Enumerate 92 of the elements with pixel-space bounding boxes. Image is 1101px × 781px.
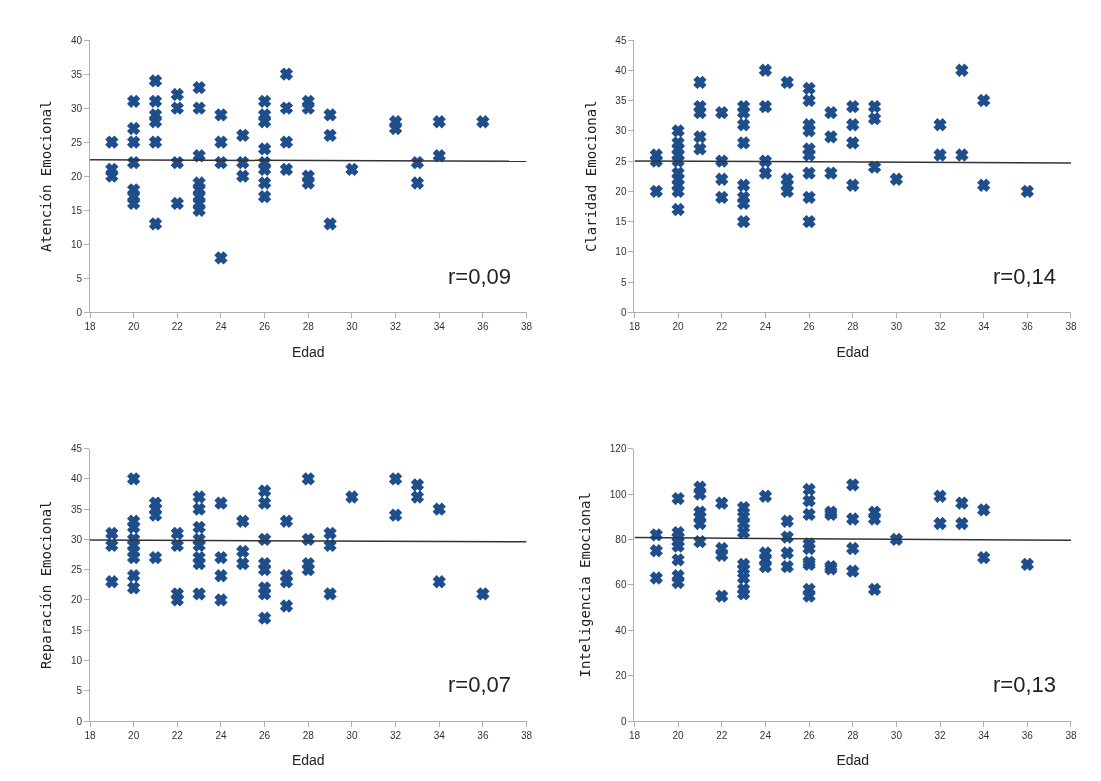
- x-tick-label: 36: [1021, 730, 1034, 741]
- x-tick-label: 24: [759, 730, 772, 741]
- x-tick-label: 32: [390, 321, 402, 333]
- y-tick-label: 35: [70, 68, 83, 80]
- annotation: r=0,13: [993, 672, 1056, 697]
- x-tick-label: 28: [847, 321, 859, 333]
- x-tick-label: 20: [672, 321, 685, 333]
- x-tick-label: 26: [803, 730, 816, 741]
- y-tick-label: 120: [609, 443, 627, 455]
- x-tick-label: 30: [346, 321, 358, 333]
- x-tick-label: 24: [215, 321, 227, 333]
- x-tick-label: 38: [520, 730, 533, 741]
- x-tick-label: 18: [84, 321, 96, 333]
- x-tick-label: 34: [978, 321, 990, 333]
- y-tick-label: 15: [70, 204, 83, 216]
- y-tick-label: 10: [70, 654, 83, 666]
- x-tick-label: 28: [302, 321, 315, 333]
- x-tick-label: 38: [1065, 730, 1077, 741]
- y-tick-label: 0: [620, 715, 627, 727]
- y-tick-label: 40: [70, 34, 83, 46]
- y-tick-label: 15: [615, 216, 627, 228]
- x-tick-label: 30: [890, 730, 903, 741]
- y-tick-label: 30: [615, 125, 627, 137]
- x-tick-label: 34: [433, 321, 446, 333]
- y-tick-label: 40: [615, 624, 627, 636]
- y-tick-label: 25: [70, 564, 83, 576]
- y-tick-label: 35: [615, 95, 627, 107]
- y-tick-label: 0: [76, 306, 83, 318]
- annotation: r=0,14: [993, 264, 1056, 289]
- y-tick-label: 25: [70, 136, 83, 148]
- x-tick-label: 22: [716, 730, 728, 741]
- x-tick-label: 28: [847, 730, 859, 741]
- x-tick-label: 22: [171, 730, 184, 741]
- x-tick-label: 22: [171, 321, 184, 333]
- annotation: r=0,09: [448, 264, 511, 289]
- x-tick-label: 26: [803, 321, 816, 333]
- y-tick-label: 45: [615, 34, 627, 46]
- y-tick-label: 5: [76, 272, 83, 284]
- y-tick-label: 80: [615, 533, 627, 545]
- x-tick-label: 20: [128, 730, 140, 741]
- x-tick-label: 38: [520, 321, 533, 333]
- y-tick-label: 35: [70, 503, 83, 515]
- x-tick-label: 30: [346, 730, 358, 741]
- x-tick-label: 18: [84, 730, 96, 741]
- y-tick-label: 60: [615, 579, 627, 591]
- x-tick-label: 28: [302, 730, 315, 741]
- y-axis-title: Reparación Emocional: [38, 500, 55, 670]
- y-tick-label: 20: [70, 594, 83, 606]
- x-tick-label: 26: [259, 730, 271, 741]
- x-tick-label: 18: [628, 321, 641, 333]
- y-tick-label: 25: [615, 155, 627, 167]
- y-tick-label: 40: [615, 64, 627, 76]
- x-axis-title: Edad: [836, 343, 870, 360]
- y-tick-label: 10: [615, 246, 627, 258]
- x-tick-label: 38: [1065, 321, 1077, 333]
- x-tick-label: 20: [128, 321, 140, 333]
- x-axis-title: Edad: [836, 752, 870, 769]
- x-tick-label: 26: [259, 321, 271, 333]
- x-tick-label: 36: [477, 730, 489, 741]
- x-tick-label: 34: [433, 730, 446, 741]
- x-axis-title: Edad: [291, 752, 325, 769]
- x-tick-label: 34: [978, 730, 990, 741]
- x-tick-label: 18: [628, 730, 641, 741]
- y-tick-label: 45: [70, 443, 83, 455]
- y-tick-label: 15: [70, 624, 83, 636]
- annotation: r=0,07: [448, 672, 511, 697]
- x-tick-label: 32: [934, 321, 947, 333]
- x-tick-label: 22: [716, 321, 728, 333]
- y-tick-label: 20: [70, 170, 83, 182]
- x-tick-label: 36: [1021, 321, 1034, 333]
- x-tick-label: 30: [890, 321, 903, 333]
- y-tick-label: 100: [609, 488, 627, 500]
- y-tick-label: 5: [620, 276, 627, 288]
- x-tick-label: 36: [477, 321, 489, 333]
- y-axis-title: Claridad Emocional: [582, 100, 599, 253]
- y-axis-title: Inteligencia Emocional: [577, 492, 594, 678]
- x-tick-label: 24: [215, 730, 227, 741]
- y-tick-label: 30: [70, 533, 83, 545]
- x-tick-label: 32: [934, 730, 947, 741]
- y-tick-label: 20: [615, 670, 627, 682]
- y-tick-label: 5: [76, 685, 83, 697]
- x-tick-label: 32: [390, 730, 402, 741]
- y-tick-label: 0: [620, 306, 627, 318]
- y-axis-title: Atención Emocional: [38, 100, 55, 253]
- y-tick-label: 40: [70, 473, 83, 485]
- y-tick-label: 20: [615, 185, 627, 197]
- x-axis-title: Edad: [291, 343, 325, 360]
- y-tick-label: 30: [70, 102, 83, 114]
- y-tick-label: 10: [70, 238, 83, 250]
- x-tick-label: 20: [672, 730, 685, 741]
- x-tick-label: 24: [759, 321, 772, 333]
- y-tick-label: 0: [76, 715, 83, 727]
